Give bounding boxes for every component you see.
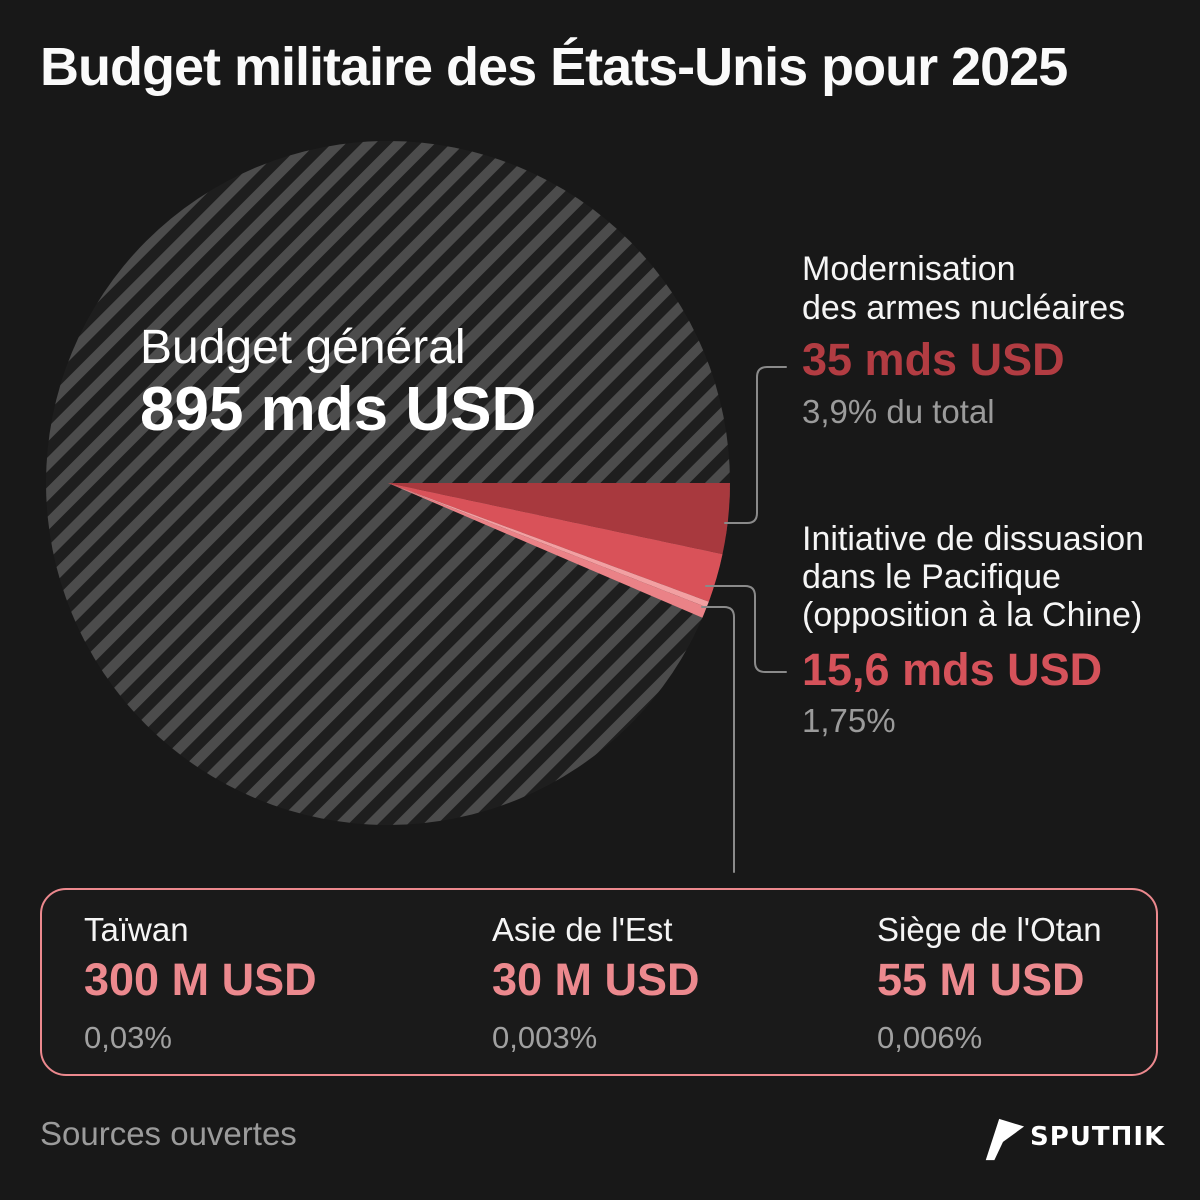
pie-center-label-value: 895 mds USD — [140, 375, 537, 444]
pie-slice-nuclear-modernisation — [388, 483, 730, 555]
panel-item-name: Taïwan — [84, 911, 189, 948]
callout-nuclear-modernisation: Modernisation des armes nucléaires 35 md… — [802, 250, 1125, 429]
sputnik-logo: SPUTΠIK — [980, 1114, 1170, 1162]
panel-item-value: 55 M USD — [877, 954, 1085, 1005]
pie-center-label: Budget général 895 mds USD — [140, 320, 536, 444]
source-note: Sources ouvertes — [40, 1115, 297, 1152]
panel-item-value: 30 M USD — [492, 954, 700, 1005]
pie-slice-small-items-highlight — [388, 483, 709, 608]
callout-pacific-deterrence: Initiative de dissuasion dans le Pacifiq… — [802, 520, 1144, 738]
page-title: Budget militaire des États-Unis pour 202… — [40, 37, 1068, 97]
panel-item-percent: 0,003% — [492, 1020, 598, 1055]
callout-percent: 3,9% du total — [802, 393, 995, 430]
panel-item-percent: 0,006% — [877, 1020, 983, 1055]
sputnik-wordmark: SPUTΠIK — [1030, 1122, 1166, 1152]
panel-item-name: Asie de l'Est — [492, 911, 673, 948]
callout-label: Initiative de dissuasion dans le Pacifiq… — [802, 520, 1144, 634]
panel-item-taiwan: Taïwan 300 M USD 0,03% — [84, 910, 317, 1054]
callout-label-line: Modernisation — [802, 250, 1016, 288]
callout-label-line: des armes nucléaires — [802, 289, 1126, 327]
pie-center-label-title: Budget général — [140, 321, 466, 374]
panel-item-value: 300 M USD — [84, 954, 317, 1005]
callout-label: Modernisation des armes nucléaires — [802, 250, 1125, 328]
panel-item-percent: 0,03% — [84, 1020, 172, 1055]
connector-line-nuclear — [724, 366, 787, 524]
callout-label-line: (opposition à la Chine) — [802, 596, 1143, 634]
callout-label-line: Initiative de dissuasion — [802, 520, 1145, 558]
callout-value: 35 mds USD — [802, 334, 1065, 385]
pie-slice-pacific-deterrence — [388, 483, 723, 602]
sputnik-arrow-icon — [985, 1118, 1025, 1161]
connector-line-small-items — [701, 606, 735, 873]
callout-percent: 1,75% — [802, 702, 896, 739]
callout-label-line: dans le Pacifique — [802, 558, 1061, 596]
pie-slice-small-items — [388, 483, 707, 618]
panel-item-name: Siège de l'Otan — [877, 911, 1102, 948]
panel-item-nato-hq: Siège de l'Otan 55 M USD 0,006% — [877, 910, 1102, 1054]
panel-item-east-asia: Asie de l'Est 30 M USD 0,003% — [492, 910, 700, 1054]
small-items-panel: Taïwan 300 M USD 0,03% Asie de l'Est 30 … — [40, 888, 1158, 1076]
connector-line-pacific — [705, 585, 787, 673]
callout-value: 15,6 mds USD — [802, 644, 1103, 695]
